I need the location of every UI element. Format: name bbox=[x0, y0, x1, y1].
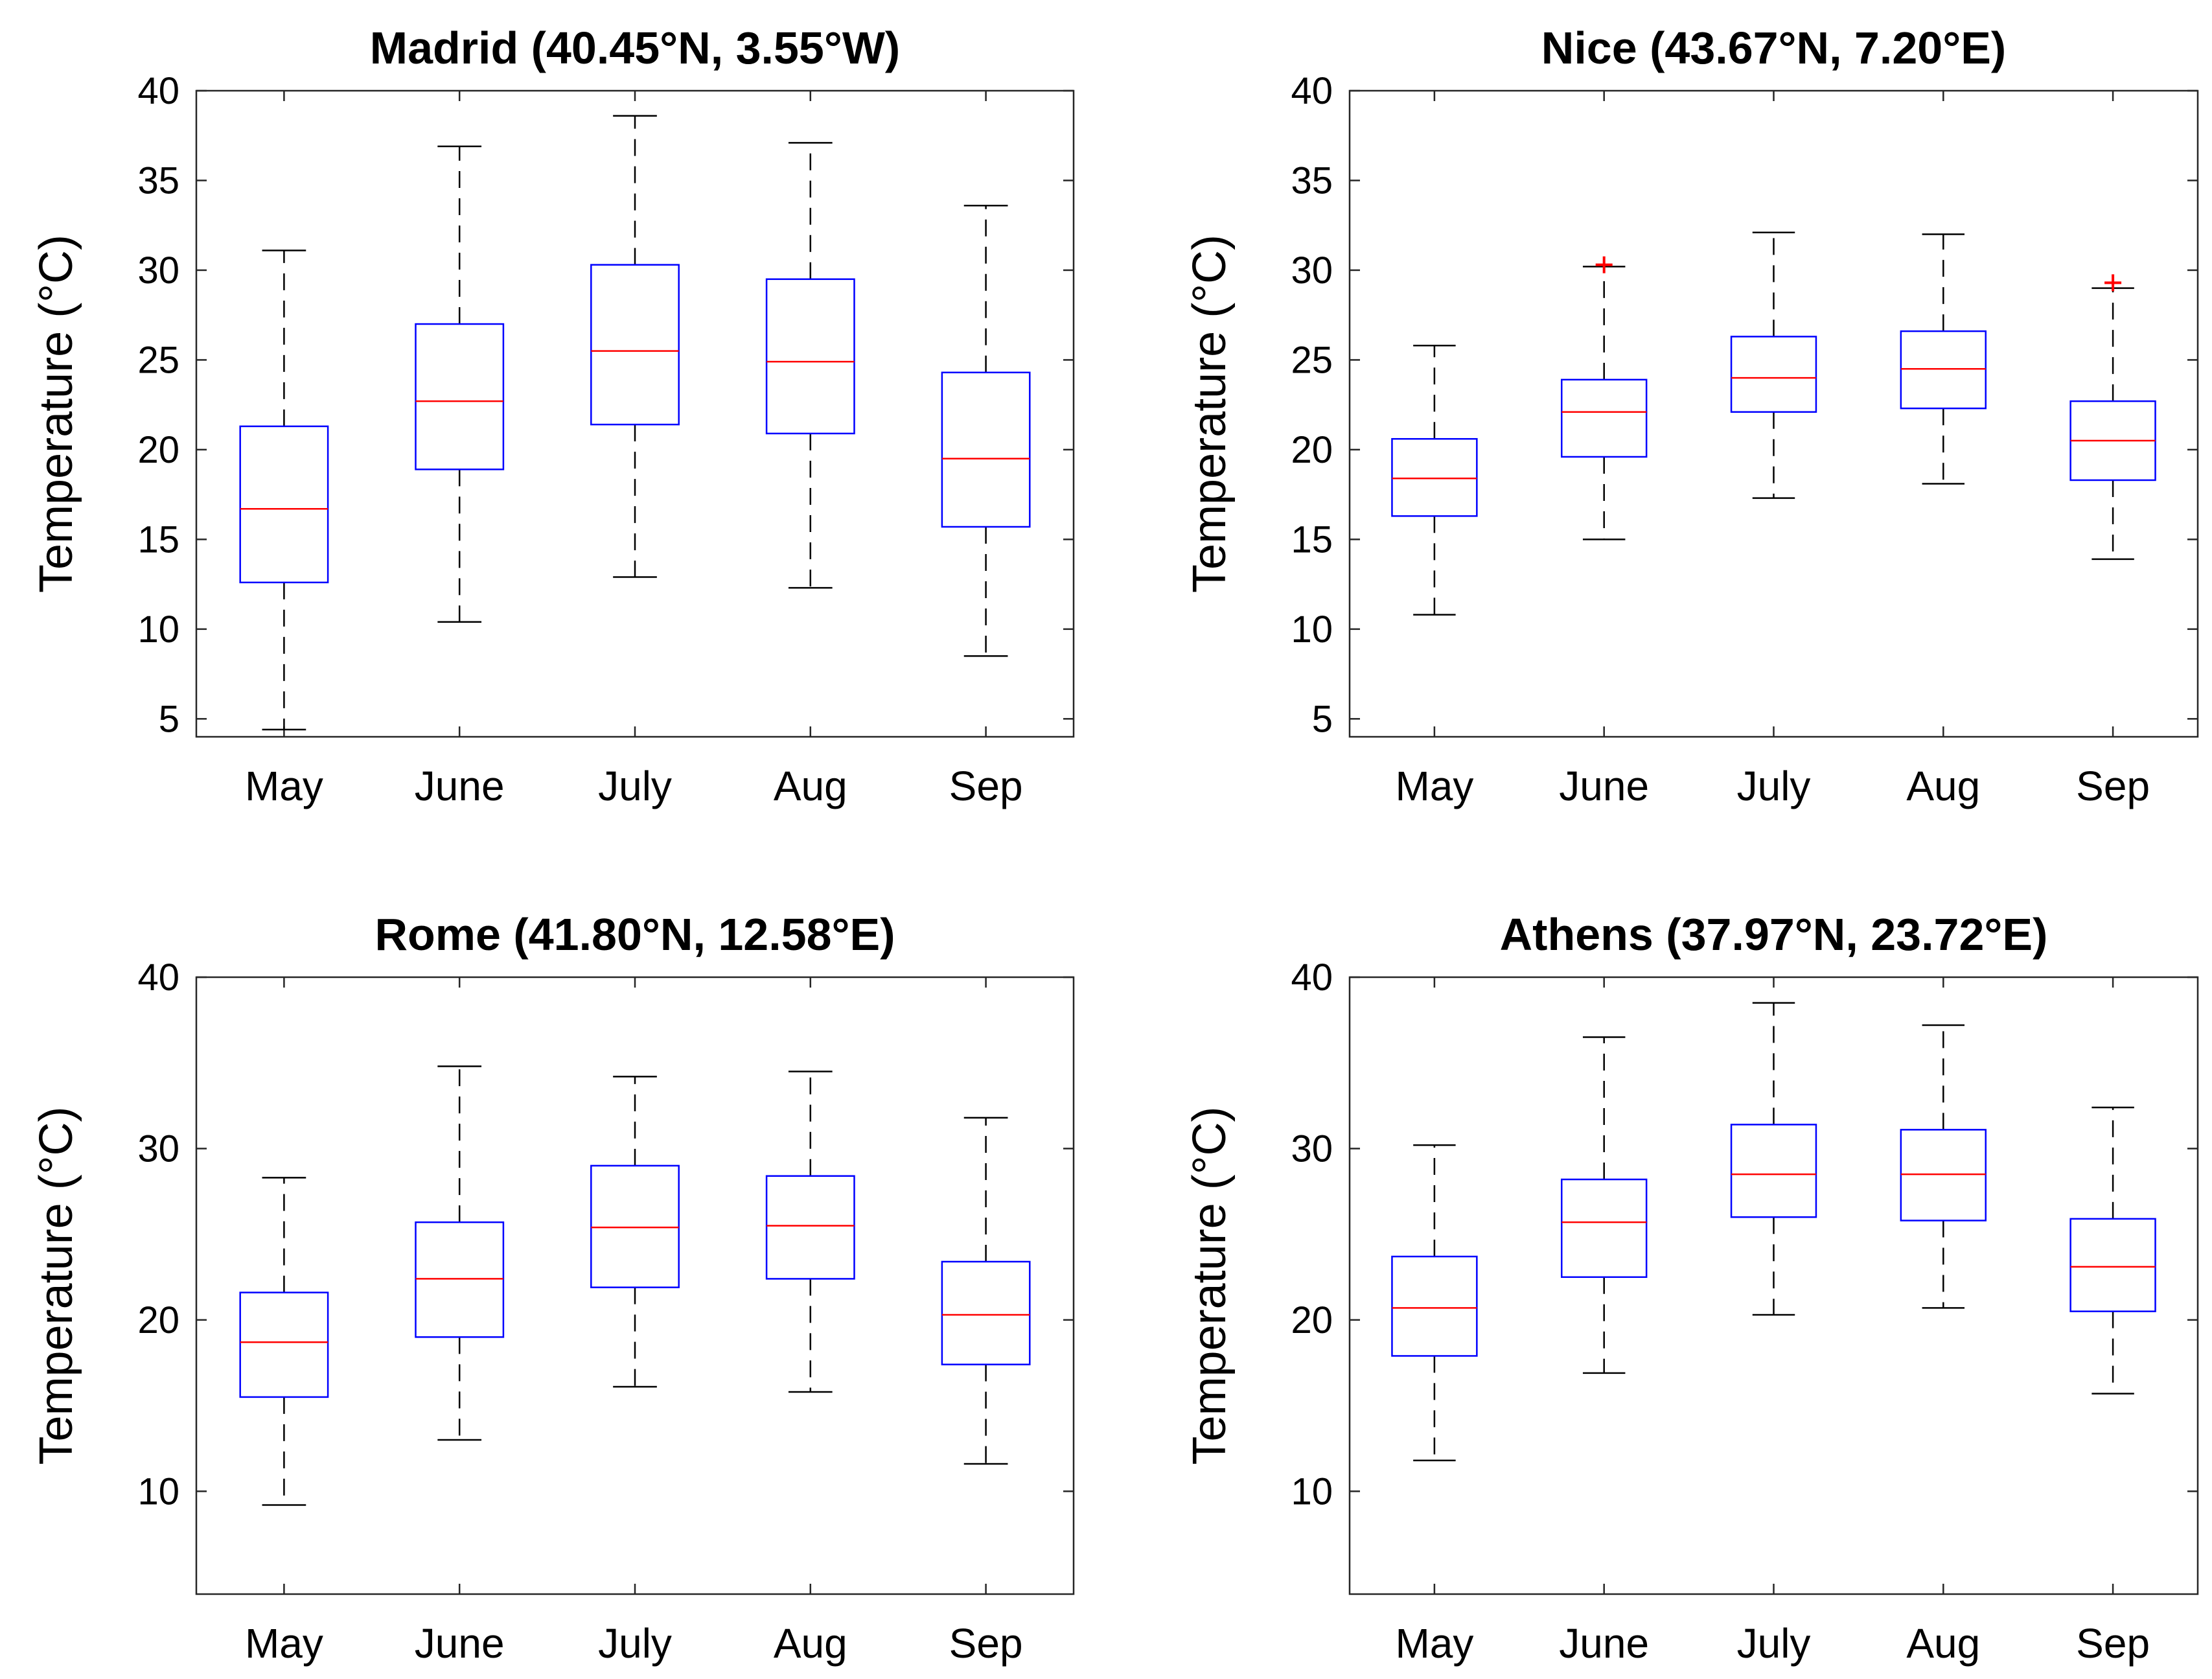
y-axis-label: Temperature (°C) bbox=[1184, 235, 1236, 593]
box-may bbox=[239, 1177, 329, 1506]
x-tick-label: Aug bbox=[1906, 763, 1980, 809]
x-tick-label: May bbox=[245, 763, 323, 809]
x-tick-label: Aug bbox=[774, 1620, 847, 1667]
chart-title: Rome (41.80°N, 12.58°E) bbox=[374, 909, 895, 960]
box-may bbox=[1391, 345, 1478, 616]
box-aug bbox=[1900, 233, 1987, 485]
x-tick-label: June bbox=[1559, 763, 1649, 809]
box-may bbox=[239, 249, 329, 731]
iqr-box bbox=[1561, 1178, 1648, 1279]
y-tick-label: 30 bbox=[137, 1128, 179, 1170]
chart-panel-3: 10 20 30 40 May June July Aug Sep Rome (41.80°N, … bbox=[30, 909, 1075, 1667]
iqr-box bbox=[1730, 1124, 1817, 1218]
chart-panel-2: 5 10 15 20 25 30 35 40 May June July Aug Sep Nice (43… bbox=[1184, 23, 2199, 809]
y-tick-label: 15 bbox=[137, 518, 179, 561]
y-tick-label: 30 bbox=[1291, 1128, 1333, 1170]
y-tick-label: 10 bbox=[1291, 608, 1333, 651]
y-tick-label: 40 bbox=[137, 956, 179, 999]
iqr-box bbox=[941, 371, 1031, 528]
box-sep bbox=[941, 204, 1031, 657]
x-tick-label: May bbox=[1395, 1620, 1473, 1667]
y-axis-label: Temperature (°C) bbox=[30, 235, 82, 593]
y-tick-label: 25 bbox=[1291, 339, 1333, 381]
box-may bbox=[1391, 1144, 1478, 1461]
x-tick-label: June bbox=[1559, 1620, 1649, 1667]
y-axis-label: Temperature (°C) bbox=[1184, 1107, 1236, 1465]
box-sep bbox=[2069, 1106, 2156, 1395]
y-tick-label: 20 bbox=[1291, 1299, 1333, 1341]
iqr-box bbox=[1730, 336, 1817, 413]
iqr-box bbox=[1561, 378, 1648, 458]
y-tick-label: 30 bbox=[1291, 249, 1333, 292]
y-tick-label: 15 bbox=[1291, 518, 1333, 561]
iqr-box bbox=[1391, 438, 1478, 517]
y-tick-label: 10 bbox=[137, 608, 179, 651]
x-tick-label: May bbox=[1395, 763, 1473, 809]
box-june bbox=[1561, 256, 1648, 540]
iqr-box bbox=[1391, 1255, 1478, 1357]
y-tick-label: 20 bbox=[137, 429, 179, 471]
y-axis-label: Temperature (°C) bbox=[30, 1107, 82, 1465]
box-sep bbox=[2069, 274, 2156, 561]
iqr-box bbox=[415, 323, 505, 470]
box-aug bbox=[765, 1071, 855, 1393]
y-tick-label: 35 bbox=[1291, 159, 1333, 202]
chart-panel-1: 5 10 15 20 25 30 35 40 May June July Aug Sep Madrid (… bbox=[30, 23, 1075, 809]
outlier-marker bbox=[2104, 274, 2122, 292]
outlier-marker bbox=[1595, 256, 1613, 273]
box-july bbox=[590, 115, 680, 578]
iqr-box bbox=[765, 1175, 855, 1280]
chart-panel-4: 10 20 30 40 May June July Aug Sep Athens (37.97°N… bbox=[1184, 909, 2199, 1667]
x-tick-label: July bbox=[598, 1620, 672, 1667]
y-tick-label: 10 bbox=[137, 1470, 179, 1512]
y-tick-label: 35 bbox=[137, 159, 179, 202]
chart-title: Madrid (40.45°N, 3.55°W) bbox=[370, 23, 900, 73]
y-tick-label: 40 bbox=[1291, 956, 1333, 999]
box-july bbox=[1730, 1002, 1817, 1316]
iqr-box bbox=[590, 1164, 680, 1288]
y-tick-label: 30 bbox=[137, 249, 179, 292]
iqr-box bbox=[415, 1221, 505, 1338]
iqr-box bbox=[1900, 330, 1987, 410]
x-tick-label: Aug bbox=[774, 763, 847, 809]
iqr-box bbox=[765, 278, 855, 435]
x-tick-label: Sep bbox=[949, 1620, 1023, 1667]
x-tick-label: Sep bbox=[2076, 763, 2150, 809]
y-tick-label: 5 bbox=[1312, 698, 1333, 740]
y-tick-label: 40 bbox=[137, 70, 179, 112]
box-sep bbox=[941, 1117, 1031, 1465]
x-tick-label: Aug bbox=[1906, 1620, 1980, 1667]
x-tick-label: June bbox=[415, 763, 505, 809]
y-tick-label: 20 bbox=[1291, 429, 1333, 471]
y-tick-label: 40 bbox=[1291, 70, 1333, 112]
y-tick-label: 5 bbox=[159, 698, 179, 740]
y-tick-label: 25 bbox=[137, 339, 179, 381]
box-aug bbox=[1900, 1024, 1987, 1309]
iqr-box bbox=[239, 1291, 329, 1398]
box-june bbox=[415, 145, 505, 623]
chart-title: Athens (37.97°N, 23.72°E) bbox=[1500, 909, 2048, 960]
box-june bbox=[415, 1065, 505, 1441]
iqr-box bbox=[239, 425, 329, 584]
x-tick-label: Sep bbox=[949, 763, 1023, 809]
iqr-box bbox=[1900, 1129, 1987, 1222]
box-july bbox=[590, 1076, 680, 1388]
y-tick-label: 20 bbox=[137, 1299, 179, 1341]
chart-title: Nice (43.67°N, 7.20°E) bbox=[1541, 23, 2006, 73]
iqr-box bbox=[590, 264, 680, 426]
box-june bbox=[1561, 1036, 1648, 1374]
x-tick-label: July bbox=[598, 763, 672, 809]
box-aug bbox=[765, 142, 855, 589]
box-july bbox=[1730, 231, 1817, 499]
x-tick-label: Sep bbox=[2076, 1620, 2150, 1667]
x-tick-label: May bbox=[245, 1620, 323, 1667]
y-tick-label: 10 bbox=[1291, 1470, 1333, 1512]
x-tick-label: July bbox=[1737, 763, 1811, 809]
x-tick-label: June bbox=[415, 1620, 505, 1667]
iqr-box bbox=[941, 1260, 1031, 1365]
iqr-box bbox=[2069, 1218, 2156, 1312]
x-tick-label: July bbox=[1737, 1620, 1811, 1667]
